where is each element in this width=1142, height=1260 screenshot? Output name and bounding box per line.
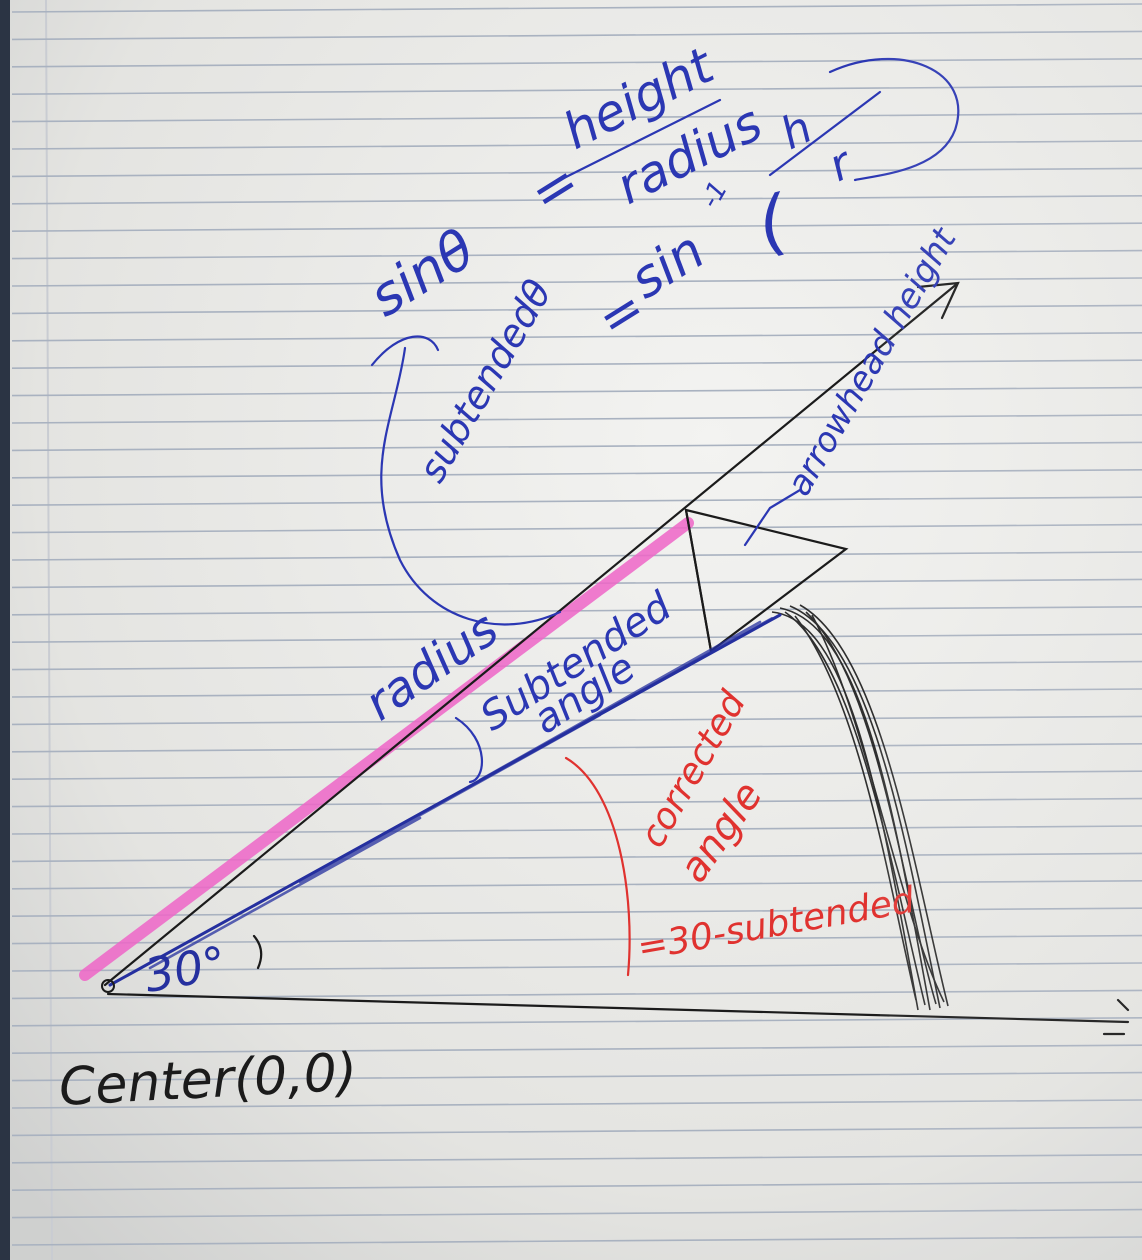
ruled-line — [11, 222, 1142, 232]
ruled-line — [11, 195, 1142, 205]
ruled-line — [11, 496, 1142, 506]
ruled-line — [11, 1099, 1142, 1109]
ruled-line — [11, 85, 1142, 95]
axis-end-marks — [1102, 998, 1130, 1036]
radius-arrowhead — [916, 281, 960, 320]
ruled-line — [11, 1154, 1142, 1164]
angle-arc-30 — [252, 934, 263, 970]
ruled-line — [11, 660, 1142, 671]
radius-highlight — [79, 517, 694, 981]
ruled-line — [11, 551, 1142, 561]
ruled-line — [11, 58, 1142, 68]
loop-connector — [380, 346, 562, 626]
ruled-line — [11, 907, 1142, 917]
arrowhead-height-line — [684, 508, 713, 653]
ruled-line — [11, 1236, 1142, 1246]
radius-line — [103, 281, 960, 987]
ruled-line — [11, 277, 1142, 287]
arrowhead-pointer — [743, 488, 802, 547]
ruled-line — [11, 386, 1142, 397]
ruled-line — [11, 140, 1142, 150]
ruled-line — [11, 359, 1142, 369]
ruled-line — [11, 30, 1142, 41]
ruled-line — [11, 715, 1142, 726]
sin-loop-arrow — [370, 335, 440, 367]
ruled-line — [11, 1208, 1142, 1219]
ruled-line — [11, 523, 1142, 534]
ruled-line — [11, 688, 1142, 698]
ruled-line — [11, 304, 1142, 315]
ruled-line — [11, 1181, 1142, 1191]
ruled-line — [11, 469, 1142, 479]
ruled-line — [11, 332, 1142, 342]
ruled-line — [11, 633, 1142, 643]
ruled-line — [11, 852, 1142, 863]
subtended-arc — [454, 716, 483, 784]
subtended-ray — [108, 613, 782, 987]
blue-annotations — [370, 57, 960, 784]
center-point — [101, 979, 115, 993]
ruled-line — [11, 962, 1142, 972]
ruled-line — [11, 934, 1142, 945]
ruled-line — [11, 825, 1142, 835]
ruled-line — [11, 414, 1142, 424]
ruled-line — [11, 797, 1142, 808]
ruled-line — [11, 743, 1142, 753]
paren-close-arc — [828, 57, 960, 182]
ruled-lines — [11, 3, 1142, 1246]
ruled-line — [11, 441, 1142, 452]
ruled-line — [11, 3, 1142, 13]
ruled-line — [11, 249, 1142, 260]
h-over-r-bar — [768, 90, 882, 177]
ruled-line — [11, 578, 1142, 589]
scribbled-arc — [771, 604, 949, 1011]
ruled-line — [11, 1126, 1142, 1137]
ruled-line — [11, 770, 1142, 780]
ruled-line — [11, 1017, 1142, 1027]
horizontal-axis — [106, 992, 1130, 1024]
ruled-line — [11, 112, 1142, 123]
margin-line — [45, 0, 53, 1260]
corrected-angle-bracket — [564, 756, 631, 977]
ruled-line — [11, 1071, 1142, 1082]
geometry-lines — [103, 281, 1130, 1036]
ruled-line — [11, 1044, 1142, 1054]
fraction-bar — [558, 98, 722, 182]
